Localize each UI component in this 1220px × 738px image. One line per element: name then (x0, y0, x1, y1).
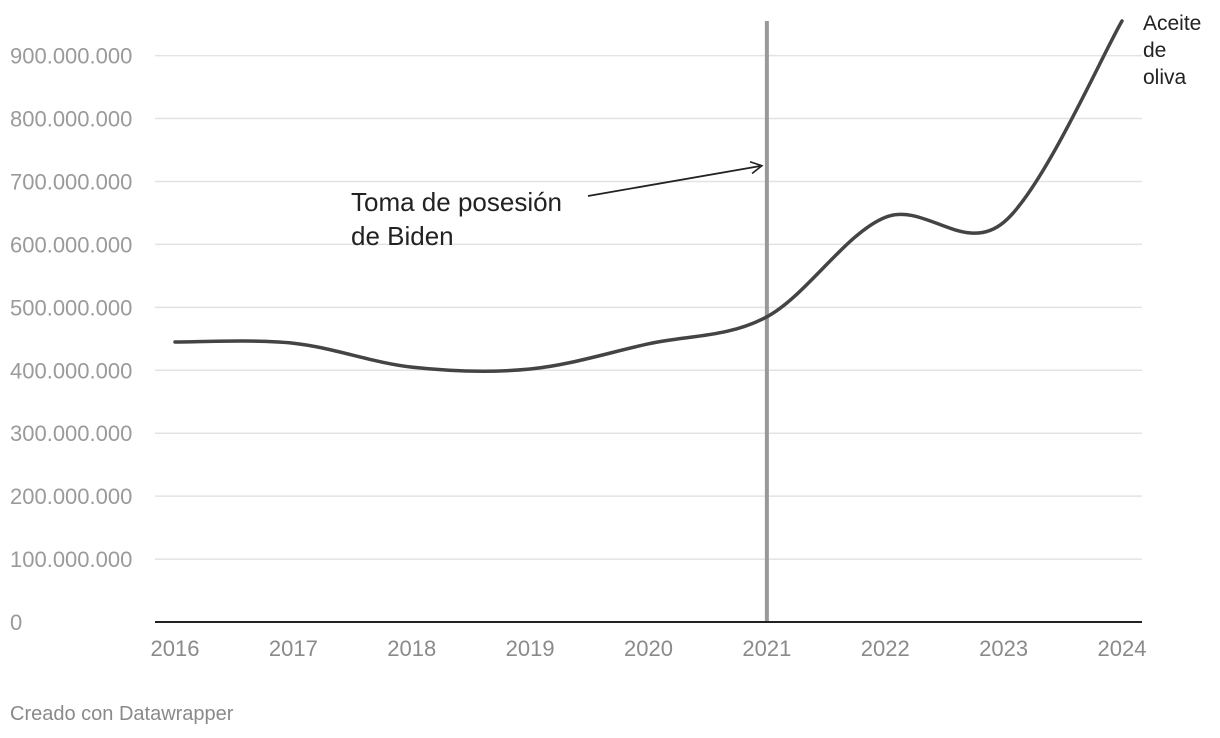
annotation: Toma de posesión de Biden (351, 160, 764, 251)
y-tick-label: 0 (10, 610, 22, 635)
x-tick-label: 2017 (269, 636, 318, 661)
x-tick-label: 2024 (1098, 636, 1147, 661)
y-tick-label: 300.000.000 (10, 421, 132, 446)
y-tick-label: 200.000.000 (10, 484, 132, 509)
annotation-text: de Biden (351, 221, 454, 251)
annotation-arrow (587, 160, 764, 197)
y-tick-label: 700.000.000 (10, 169, 132, 194)
x-tick-label: 2020 (624, 636, 673, 661)
y-tick-label: 800.000.000 (10, 107, 132, 132)
line-chart: 0 100.000.000 200.000.000 300.000.000 400.00… (10, 12, 1201, 661)
y-tick-label: 500.000.000 (10, 295, 132, 320)
x-tick-label: 2018 (387, 636, 436, 661)
x-tick-label: 2022 (861, 636, 910, 661)
y-tick-label: 600.000.000 (10, 232, 132, 257)
annotation-text: Toma de posesión (351, 187, 562, 217)
y-tick-label: 100.000.000 (10, 547, 132, 572)
x-tick-label: 2019 (506, 636, 555, 661)
series-aceite-de-oliva: Aceite de oliva (173, 12, 1201, 373)
series-end-label: oliva (1143, 66, 1187, 89)
grid-lines (155, 54, 1142, 560)
x-axis-ticks: 2016 2017 2018 2019 2020 2021 2022 2023 2024 (151, 636, 1147, 661)
series-end-label: Aceite (1143, 12, 1201, 35)
footer-credit: Creado con Datawrapper (10, 703, 234, 725)
x-tick-label: 2016 (151, 636, 200, 661)
series-line (173, 19, 1124, 373)
series-end-label: de (1143, 39, 1166, 62)
x-tick-label: 2023 (979, 636, 1028, 661)
y-tick-label: 900.000.000 (10, 44, 132, 69)
y-axis-ticks: 0 100.000.000 200.000.000 300.000.000 400.00… (10, 44, 132, 635)
x-tick-label: 2021 (742, 636, 791, 661)
y-tick-label: 400.000.000 (10, 358, 132, 383)
